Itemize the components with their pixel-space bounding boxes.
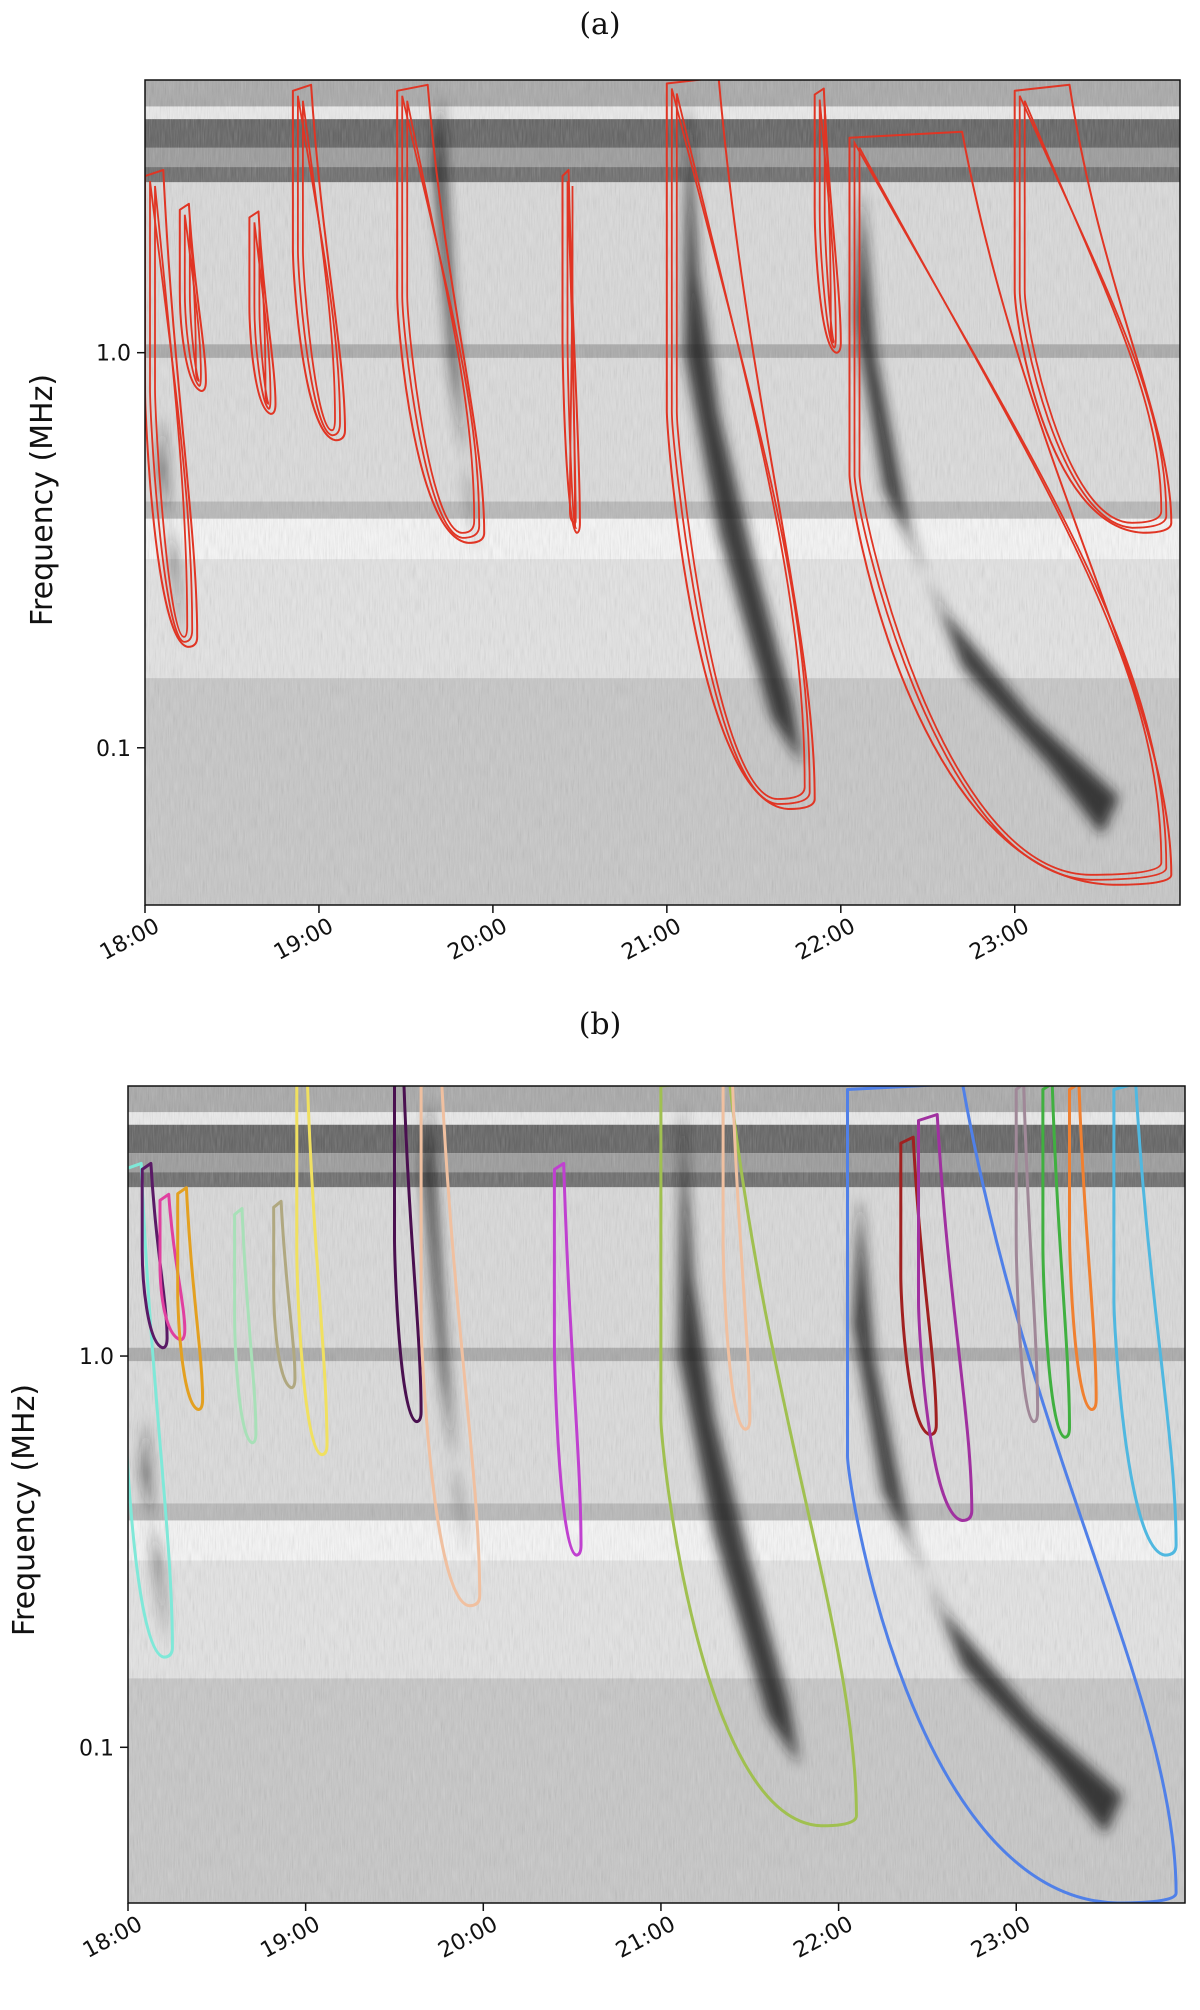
burst-contours xyxy=(128,1086,1178,1903)
x-tick-label: 23:00 xyxy=(966,914,1034,966)
burst-contour-18 xyxy=(1068,1086,1098,1411)
burst-contour-10 xyxy=(552,1161,583,1557)
dynamic-spectrum-b: 18:00 19:00 20:00 21:00 22:00 23:00 1.0 0.1 xyxy=(79,1085,1186,1964)
burst-contour-17 xyxy=(1041,1086,1071,1439)
burst-contour-8 xyxy=(393,1086,423,1424)
y-tick-label: 1.0 xyxy=(96,342,131,367)
x-axis: 18:00 19:00 20:00 21:00 22:00 23:00 xyxy=(96,905,1033,966)
burst-emission xyxy=(158,94,1120,836)
burst-contour-9 xyxy=(848,130,1173,886)
burst-contour-2-level-3 xyxy=(188,219,201,382)
panel-b: (b) 18:00 19:00 20:00 21:00 22:00 23:00 1.0 0.1… xyxy=(7,1007,1186,1964)
y-axis-label-a: Frequency (MHz) xyxy=(25,374,60,626)
x-tick-label: 20:00 xyxy=(434,1912,502,1964)
burst-contour-3 xyxy=(248,210,277,415)
plot-frame xyxy=(127,1085,1186,1904)
x-tick-label: 18:00 xyxy=(79,1912,147,1964)
burst-contour-2 xyxy=(140,1161,169,1350)
x-tick-label: 18:00 xyxy=(96,914,164,966)
y-axis: 1.0 0.1 xyxy=(79,1345,128,1761)
x-tick-label: 22:00 xyxy=(790,1912,858,1964)
y-tick-label: 1.0 xyxy=(79,1345,114,1370)
dynamic-spectrum-a: 18:00 19:00 20:00 21:00 22:00 23:00 1.0 0.1 xyxy=(96,79,1181,966)
burst-contour-6-level-3 xyxy=(568,185,577,524)
burst-contour-10-level-3 xyxy=(1023,100,1163,524)
burst-contour-3 xyxy=(158,1192,187,1342)
x-tick-label: 21:00 xyxy=(618,914,686,966)
burst-contour-2 xyxy=(178,202,207,392)
burst-contour-6 xyxy=(272,1199,297,1390)
burst-contour-7 xyxy=(665,80,816,810)
x-tick-label: 22:00 xyxy=(792,914,860,966)
y-tick-label: 0.1 xyxy=(79,1736,114,1761)
x-tick-label: 23:00 xyxy=(967,1912,1035,1964)
burst-contour-1 xyxy=(145,169,199,648)
x-tick-label: 21:00 xyxy=(612,1912,680,1964)
burst-contour-13 xyxy=(846,1086,1178,1903)
burst-contour-4 xyxy=(291,83,346,442)
burst-contour-9-level-3 xyxy=(858,147,1163,876)
burst-contour-8-level-3 xyxy=(823,104,836,344)
plot-frame xyxy=(144,79,1181,906)
burst-contour-3-level-2 xyxy=(253,222,272,410)
burst-emission xyxy=(142,1100,1123,1835)
burst-contour-5 xyxy=(396,83,486,544)
burst-contour-11 xyxy=(659,1086,858,1828)
burst-contour-14 xyxy=(899,1135,938,1437)
x-tick-label: 19:00 xyxy=(270,914,338,966)
burst-contour-7-level-3 xyxy=(675,93,806,800)
x-tick-label: 19:00 xyxy=(257,1912,325,1964)
burst-contour-5-level-2 xyxy=(401,95,481,539)
burst-contour-10-level-2 xyxy=(1018,95,1168,529)
burst-contour-7 xyxy=(295,1086,329,1457)
spectrogram-background xyxy=(128,1086,1185,1903)
burst-contour-4 xyxy=(176,1186,205,1411)
panel-a-label: (a) xyxy=(579,7,620,42)
burst-contour-12 xyxy=(721,1086,752,1431)
burst-contour-3-level-3 xyxy=(258,227,270,405)
burst-contour-4-level-3 xyxy=(302,100,336,432)
burst-contour-1 xyxy=(128,1161,174,1659)
panel-b-label: (b) xyxy=(579,1007,622,1042)
burst-contour-9 xyxy=(419,1086,482,1608)
burst-contour-8 xyxy=(813,87,842,354)
y-axis-label-b: Frequency (MHz) xyxy=(7,1384,42,1636)
burst-contour-15 xyxy=(917,1113,974,1522)
panel-a: (a) 18:00 19:00 20:00 21:00 22:00 23:00 1.0 0.1… xyxy=(25,7,1181,966)
burst-contour-9-level-2 xyxy=(853,139,1168,881)
burst-contour-5 xyxy=(233,1207,258,1445)
burst-contours xyxy=(145,80,1173,886)
x-tick-label: 20:00 xyxy=(444,914,512,966)
y-axis: 1.0 0.1 xyxy=(96,342,145,762)
burst-contour-19 xyxy=(1112,1086,1178,1557)
burst-contour-16 xyxy=(1014,1086,1040,1424)
burst-contour-10 xyxy=(1013,83,1173,534)
x-axis: 18:00 19:00 20:00 21:00 22:00 23:00 xyxy=(79,1903,1035,1964)
burst-contour-1-level-3 xyxy=(154,185,189,638)
y-tick-label: 0.1 xyxy=(96,737,131,762)
burst-contour-5-level-3 xyxy=(406,100,476,534)
burst-contour-2-level-2 xyxy=(183,214,202,387)
